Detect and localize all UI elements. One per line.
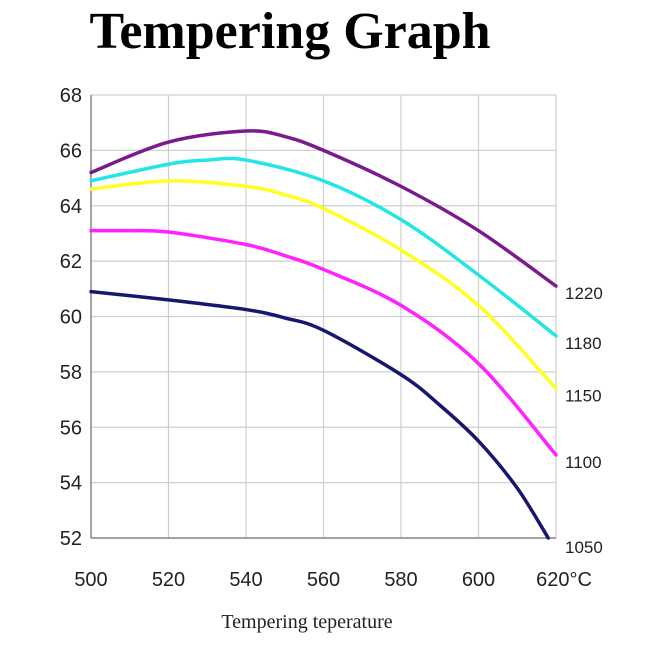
x-tick-label: 580 bbox=[384, 569, 417, 591]
y-tick-label: 54 bbox=[60, 473, 82, 495]
x-tick-label: 500 bbox=[74, 569, 107, 591]
tick-labels: 500 520 540 560 580 600 620°C 52 54 56 58 60 62 64 66 6… bbox=[60, 85, 592, 591]
y-tick-label: 68 bbox=[60, 85, 82, 107]
x-tick-label: 520 bbox=[152, 569, 185, 591]
series-labels: 1220 1180 1150 1100 1050 bbox=[565, 284, 603, 557]
y-tick-label: 52 bbox=[60, 528, 82, 550]
y-tick-label: 58 bbox=[60, 362, 82, 384]
axes bbox=[90, 95, 556, 539]
series-label-1180: 1180 bbox=[565, 334, 602, 353]
series-label-1050: 1050 bbox=[565, 538, 603, 557]
x-tick-label: 540 bbox=[229, 569, 262, 591]
series-line-1100 bbox=[89, 228, 558, 457]
series-label-1100: 1100 bbox=[565, 453, 602, 472]
series-line-1050 bbox=[89, 289, 550, 540]
x-tick-label: 620°C bbox=[536, 569, 592, 591]
x-tick-label: 600 bbox=[462, 569, 495, 591]
y-tick-label: 56 bbox=[60, 417, 82, 439]
y-tick-label: 60 bbox=[60, 307, 82, 329]
x-axis-label: Tempering teperature bbox=[221, 611, 392, 633]
y-tick-label: 62 bbox=[60, 251, 82, 273]
series-line-1180 bbox=[89, 156, 558, 338]
series-line-1150 bbox=[89, 179, 558, 391]
y-tick-label: 66 bbox=[60, 140, 82, 162]
y-tick-label: 64 bbox=[60, 196, 82, 218]
series-lines bbox=[89, 129, 558, 540]
series-line-1220 bbox=[89, 129, 558, 288]
series-label-1220: 1220 bbox=[565, 284, 603, 303]
chart-title: Tempering Graph bbox=[89, 3, 491, 60]
x-tick-label: 560 bbox=[307, 569, 340, 591]
series-label-1150: 1150 bbox=[565, 386, 602, 405]
